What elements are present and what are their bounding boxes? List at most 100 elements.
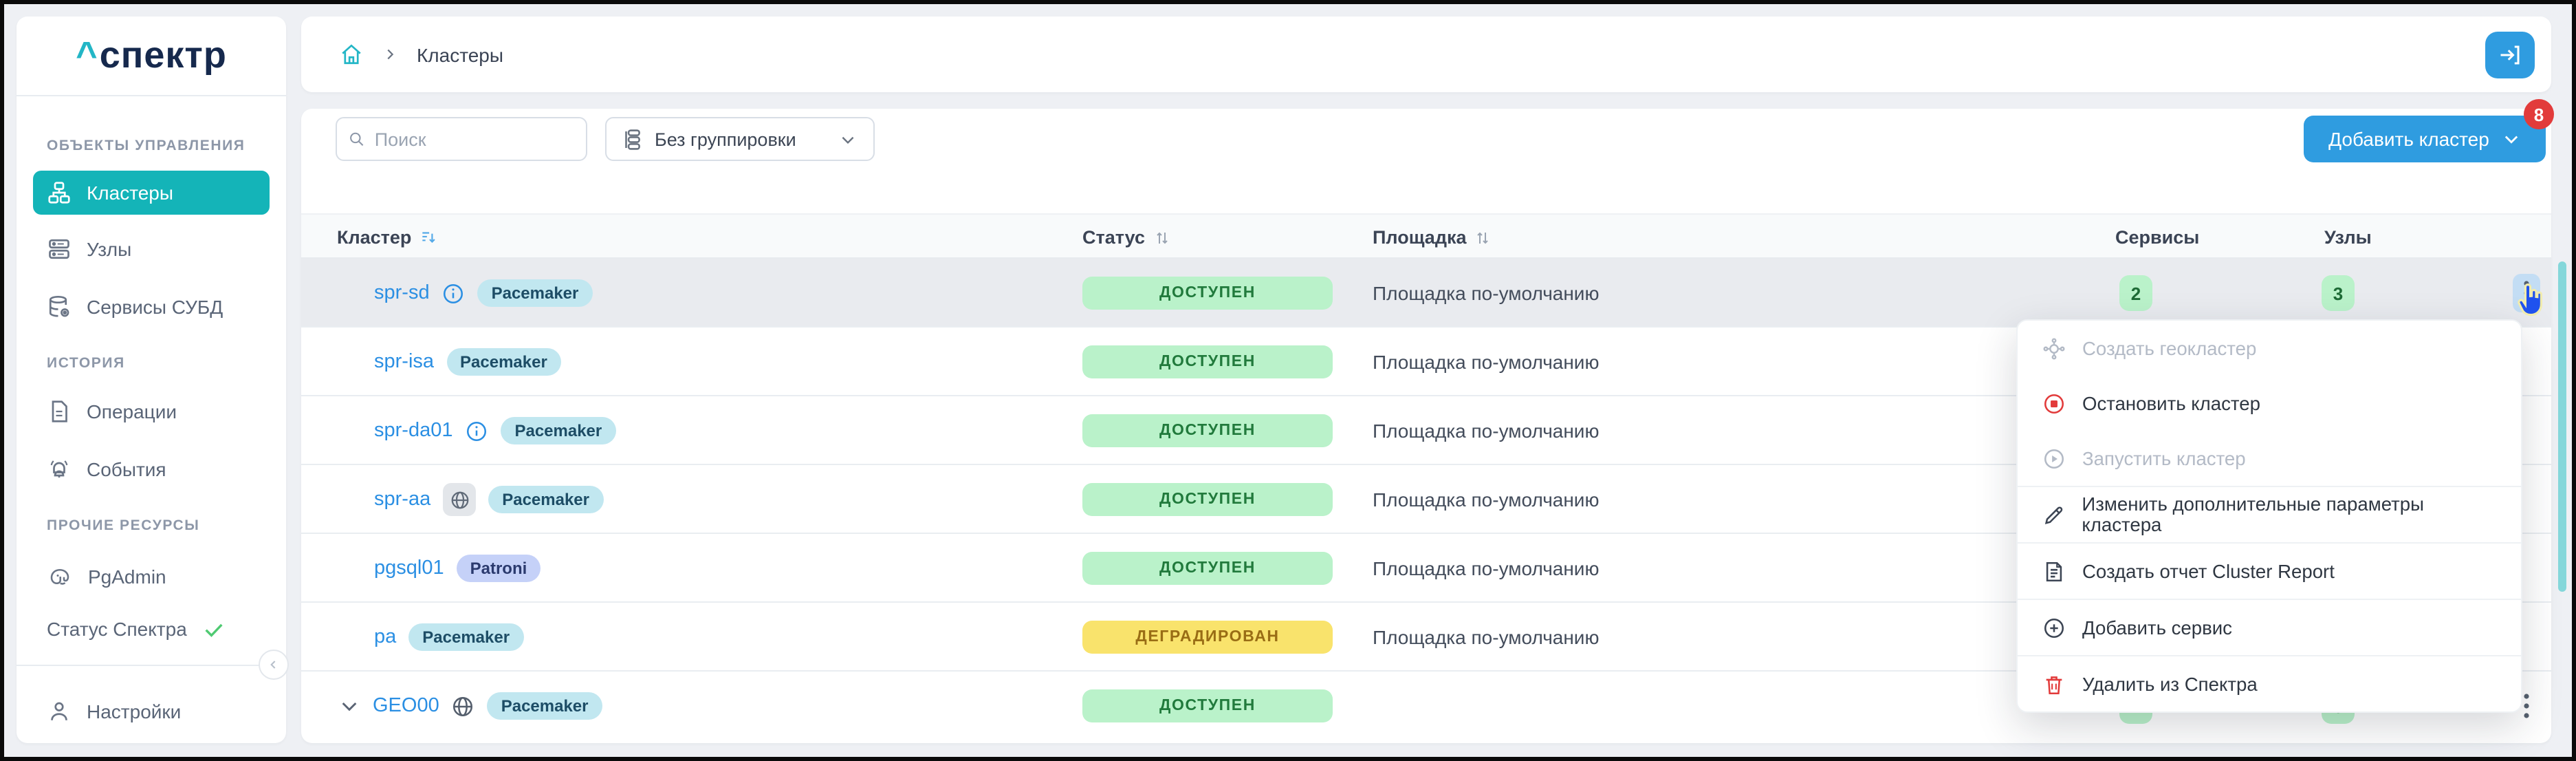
sidebar-item-pgadmin[interactable]: PgAdmin — [17, 553, 286, 600]
sidebar-item-label: События — [87, 458, 166, 480]
row-context-menu: Создать геокластер Остановить кластер За… — [2016, 319, 2522, 713]
cluster-name-cell: pgsql01 Patroni — [374, 534, 541, 603]
sidebar-item-label: Настройки — [87, 700, 182, 722]
status-badge: ДОСТУПЕН — [1082, 414, 1333, 447]
menu-item-add-service[interactable]: Добавить сервис — [2018, 600, 2521, 655]
logo-caret: ^ — [76, 34, 98, 76]
edit-pencil-icon — [2044, 506, 2063, 524]
engine-badge: Pacemaker — [446, 348, 561, 376]
site-cell: Площадка по-умолчанию — [1373, 489, 1600, 511]
sidebar-item-nodes[interactable]: Узлы — [17, 226, 286, 272]
table-row[interactable]: spr-sd Pacemaker ДОСТУПЕН Площадка по-ум… — [301, 259, 2551, 328]
sidebar-item-label: Узлы — [87, 238, 132, 260]
cluster-link[interactable]: spr-aa — [374, 489, 431, 511]
trash-icon — [2046, 676, 2062, 694]
app-logo: ^ спектр — [17, 17, 286, 96]
sidebar-item-operations[interactable]: Операции — [17, 388, 286, 435]
home-icon[interactable] — [340, 43, 363, 66]
logout-icon — [2500, 45, 2520, 64]
hand-cursor-icon — [2518, 283, 2542, 317]
status-badge: ДОСТУПЕН — [1082, 483, 1333, 516]
group-by-dropdown[interactable]: Без группировки — [605, 117, 875, 161]
sort-icon[interactable] — [1475, 229, 1492, 246]
menu-item-delete-from-spectr[interactable]: Удалить из Спектра — [2018, 656, 2521, 711]
operations-icon — [52, 400, 67, 422]
engine-badge: Pacemaker — [408, 623, 524, 651]
notification-badge: 8 — [2524, 99, 2554, 129]
search-icon — [350, 132, 364, 146]
site-cell: Площадка по-умолчанию — [1373, 282, 1600, 304]
cluster-name-cell: spr-sd Pacemaker — [374, 259, 593, 328]
search-input[interactable] — [374, 129, 575, 149]
events-icon — [50, 460, 68, 478]
sort-asc-icon[interactable] — [419, 228, 437, 246]
add-circle-icon — [2044, 617, 2064, 638]
cluster-link[interactable]: spr-da01 — [374, 420, 453, 442]
column-header-services: Сервисы — [2115, 227, 2200, 248]
menu-divider — [2018, 655, 2521, 656]
add-cluster-button[interactable]: Добавить кластер — [2304, 116, 2546, 162]
sort-icon[interactable] — [1153, 229, 1170, 246]
sidebar-item-db-services[interactable]: Сервисы СУБД — [17, 283, 286, 330]
sidebar-divider — [17, 665, 286, 666]
group-by-value: Без группировки — [655, 129, 796, 149]
menu-item-edit-cluster-params[interactable]: Изменить дополнительные параметры класте… — [2018, 487, 2521, 542]
engine-badge: Pacemaker — [501, 417, 616, 444]
sidebar-item-label: Операции — [87, 400, 177, 422]
logout-button[interactable] — [2485, 31, 2535, 78]
cluster-name-cell: spr-isa Pacemaker — [374, 328, 561, 396]
cluster-link[interactable]: pgsql01 — [374, 557, 444, 579]
stop-icon — [2044, 393, 2064, 414]
engine-badge: Patroni — [456, 555, 541, 582]
services-count-badge: 2 — [2119, 275, 2152, 311]
sidebar-collapse-button[interactable] — [259, 650, 289, 680]
vertical-scrollbar-thumb[interactable] — [2558, 261, 2566, 592]
menu-item-create-cluster-report[interactable]: Создать отчет Cluster Report — [2018, 544, 2521, 599]
menu-item-stop-cluster[interactable]: Остановить кластер — [2018, 376, 2521, 431]
engine-badge: Pacemaker — [488, 486, 603, 513]
db-services-icon — [49, 295, 69, 317]
column-header-cluster[interactable]: Кластер — [337, 215, 437, 260]
globe-icon — [450, 491, 468, 508]
info-icon[interactable] — [465, 419, 488, 442]
status-badge: ДОСТУПЕН — [1082, 689, 1333, 722]
cluster-link[interactable]: spr-sd — [374, 282, 430, 304]
geocluster-icon — [2043, 337, 2065, 359]
sidebar-item-label: Сервисы СУБД — [87, 296, 223, 318]
cluster-name-cell: spr-da01 Pacemaker — [374, 396, 616, 465]
breadcrumb-current-page: Кластеры — [417, 43, 503, 65]
info-icon[interactable] — [442, 281, 466, 305]
sidebar-item-settings[interactable]: Настройки — [17, 688, 286, 735]
sidebar-section-history: ИСТОРИЯ — [47, 355, 125, 372]
site-cell: Площадка по-умолчанию — [1373, 420, 1600, 442]
sidebar-item-label: Статус Спектра — [47, 618, 187, 640]
sidebar-item-spectr-status[interactable]: Статус Спектра — [17, 605, 286, 652]
engine-badge: Pacemaker — [487, 692, 602, 720]
row-actions-kebab-button[interactable] — [2513, 687, 2540, 725]
search-box — [336, 117, 587, 161]
cluster-link[interactable]: pa — [374, 626, 397, 648]
column-header-site[interactable]: Площадка — [1373, 215, 1492, 260]
column-header-nodes: Узлы — [2324, 227, 2372, 248]
cluster-link[interactable]: GEO00 — [373, 695, 439, 717]
site-cell: Площадка по-умолчанию — [1373, 626, 1600, 648]
sidebar-item-events[interactable]: События — [17, 446, 286, 493]
geo-globe-badge — [443, 483, 477, 516]
cluster-link[interactable]: spr-isa — [374, 351, 435, 373]
table-header: Кластер Статус Площадка Сервисы Узлы — [301, 213, 2551, 259]
status-badge: ДЕГРАДИРОВАН — [1082, 621, 1333, 654]
globe-icon — [453, 696, 473, 716]
sidebar-item-clusters[interactable]: Кластеры — [33, 171, 270, 215]
nodes-count-badge: 3 — [2322, 275, 2355, 311]
status-badge: ДОСТУПЕН — [1082, 345, 1333, 378]
engine-badge: Pacemaker — [477, 279, 593, 307]
chevron-down-icon — [2504, 136, 2518, 144]
menu-item-create-geocluster: Создать геокластер — [2018, 321, 2521, 376]
grouping-icon — [625, 129, 640, 149]
breadcrumb-separator-icon — [382, 43, 397, 65]
menu-divider — [2018, 486, 2521, 487]
expand-chevron-icon[interactable] — [338, 695, 360, 717]
status-badge: ДОСТУПЕН — [1082, 277, 1333, 310]
column-header-status[interactable]: Статус — [1082, 215, 1170, 260]
